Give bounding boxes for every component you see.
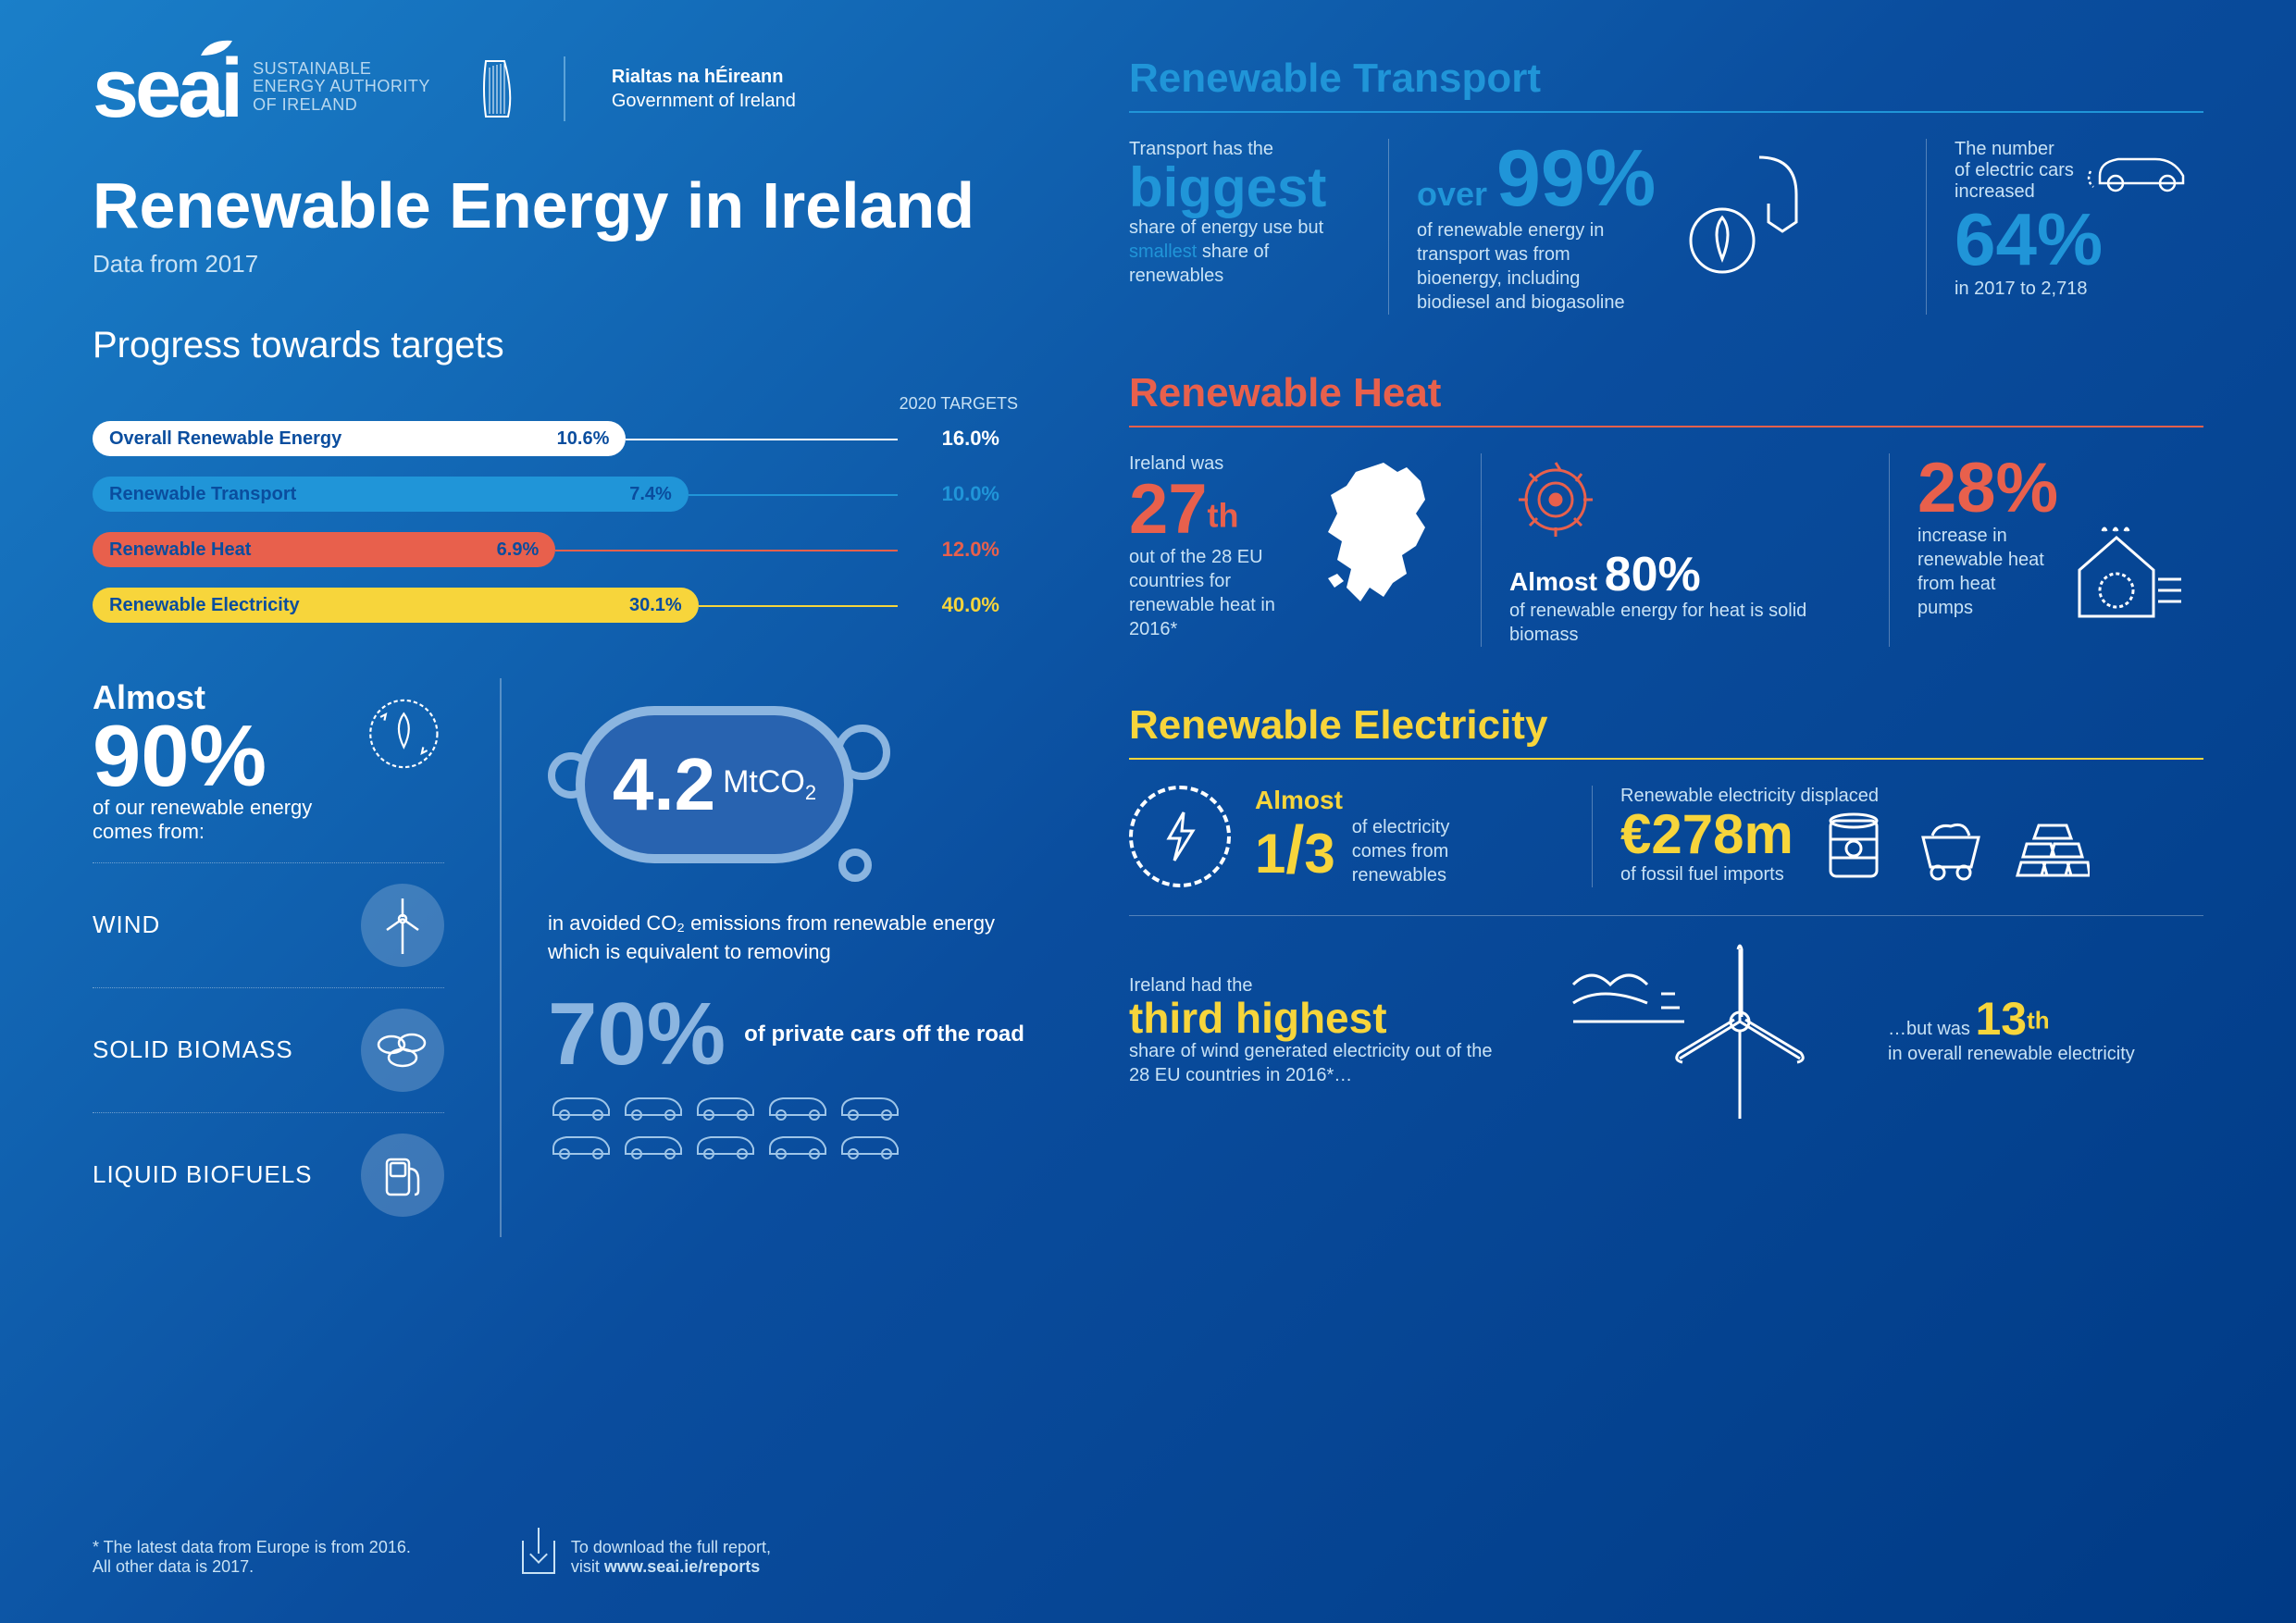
car-icon (837, 1126, 903, 1159)
sources-block: Almost 90% of our renewable energy comes… (93, 678, 444, 1237)
coal-cart-icon (1914, 810, 1988, 884)
header: seai SUSTAINABLE ENERGY AUTHORITY OF IRE… (93, 56, 1036, 122)
progress-heading: Progress towards targets (93, 325, 1036, 366)
car-icon (548, 1126, 614, 1159)
progress-bar: Renewable Transport7.4%10.0% (93, 477, 1036, 512)
wind-turbine-icon (1555, 938, 1851, 1123)
heat-pump-house-icon (2066, 524, 2186, 626)
car-icon (548, 1087, 614, 1121)
co2-cloud-icon: 4.2 MtCO2 (548, 678, 900, 882)
progress-bar: Renewable Electricity30.1%40.0% (93, 588, 1036, 623)
cars-icons (548, 1087, 974, 1159)
seai-logo: seai SUSTAINABLE ENERGY AUTHORITY OF IRE… (93, 56, 430, 122)
seventy-pct: 70% (548, 995, 726, 1074)
electric-car-icon (2086, 139, 2197, 194)
source-item: SOLID BIOMASS (93, 987, 444, 1112)
car-icon (764, 1087, 831, 1121)
rh-title: Renewable Heat (1129, 370, 2203, 427)
source-icon (361, 1134, 444, 1217)
page-subtitle: Data from 2017 (93, 250, 1036, 279)
gov-text: Rialtas na hÉireann Government of Irelan… (612, 65, 796, 113)
renewable-heat-section: Renewable Heat Ireland was 27th out of t… (1129, 370, 2203, 647)
progress-bars: Overall Renewable Energy10.6%16.0% Renewa… (93, 421, 1036, 623)
download-icon (522, 1541, 555, 1574)
renewable-electricity-section: Renewable Electricity Almost 1/3 of elec… (1129, 702, 2203, 1123)
europe-map-icon (1314, 453, 1453, 611)
seai-leaf-icon (199, 37, 234, 57)
source-item: WIND (93, 862, 444, 987)
fuel-pump-icon (1676, 139, 1806, 278)
car-icon (620, 1087, 687, 1121)
electricity-cycle-icon (1129, 786, 1231, 887)
progress-bar: Overall Renewable Energy10.6%16.0% (93, 421, 1036, 456)
biomass-icon (1509, 453, 1602, 537)
source-icon (361, 884, 444, 967)
car-icon (692, 1087, 759, 1121)
rt-title: Renewable Transport (1129, 56, 2203, 113)
re-title: Renewable Electricity (1129, 702, 2203, 760)
car-icon (620, 1126, 687, 1159)
oil-barrel-icon (1821, 810, 1886, 884)
source-item: LIQUID BIOFUELS (93, 1112, 444, 1237)
co2-block: 4.2 MtCO2 in avoided CO₂ emissions from … (500, 678, 1036, 1237)
renewable-transport-section: Renewable Transport Transport has the bi… (1129, 56, 2203, 315)
car-icon (837, 1087, 903, 1121)
footer: * The latest data from Europe is from 20… (93, 1538, 771, 1577)
download-link[interactable]: To download the full report, visit www.s… (522, 1538, 771, 1577)
progress-bar: Renewable Heat6.9%12.0% (93, 532, 1036, 567)
seai-wordmark: seai (93, 56, 240, 122)
gold-bars-icon (2016, 814, 2090, 879)
footnote: * The latest data from Europe is from 20… (93, 1538, 411, 1577)
renewable-cycle-icon (364, 678, 444, 789)
seai-subtitle: SUSTAINABLE ENERGY AUTHORITY OF IRELAND (253, 60, 430, 115)
car-icon (692, 1126, 759, 1159)
ninety-pct: 90% (93, 717, 336, 796)
harp-icon (477, 56, 517, 121)
divider (564, 56, 565, 121)
page-title: Renewable Energy in Ireland (93, 168, 1036, 242)
targets-label: 2020 TARGETS (93, 394, 1018, 414)
source-icon (361, 1009, 444, 1092)
car-icon (764, 1126, 831, 1159)
